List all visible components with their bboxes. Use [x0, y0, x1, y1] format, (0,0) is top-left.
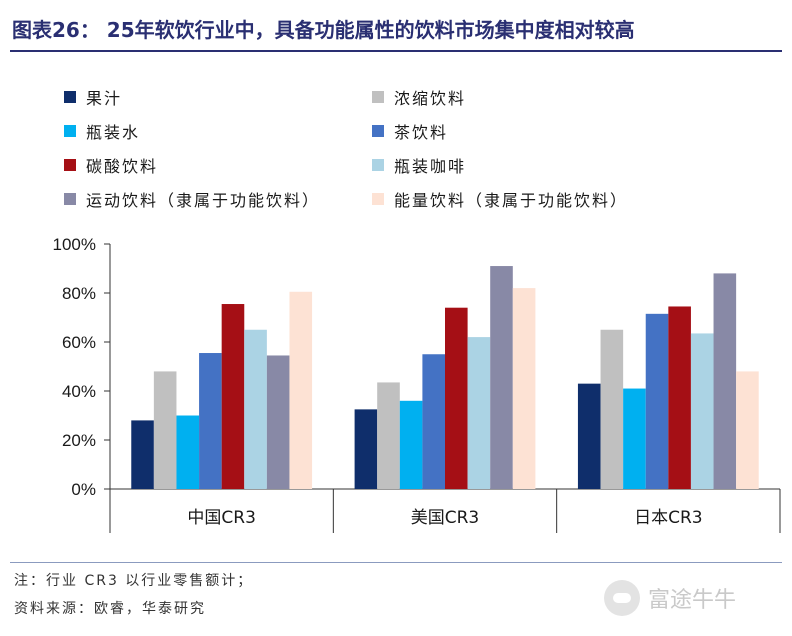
- bar: [467, 337, 491, 489]
- legend-label: 能量饮料（隶属于功能饮料）: [394, 191, 629, 210]
- y-tick-label: 20%: [62, 431, 96, 450]
- watermark: 富途牛牛: [604, 580, 736, 616]
- bar: [289, 291, 313, 489]
- footer-note: 注：行业 CR3 以行业零售额计；: [14, 573, 254, 589]
- footer-source: 资料来源：欧睿，华泰研究: [14, 601, 206, 617]
- y-tick-label: 0%: [71, 480, 96, 499]
- bar: [668, 306, 691, 489]
- x-category-label: 美国CR3: [411, 508, 480, 528]
- legend-item: 瓶装水: [64, 120, 140, 142]
- legend-swatch: [372, 193, 384, 205]
- legend-swatch: [372, 91, 384, 103]
- bar: [736, 371, 759, 489]
- legend-item: 茶饮料: [372, 120, 448, 142]
- watermark-logo-icon: [604, 580, 640, 616]
- legend-swatch: [64, 125, 76, 137]
- bar-chart: 0% 20% 40% 60% 80% 100% 中国CR3 美国CR3 日本CR3: [53, 235, 781, 533]
- watermark-text: 富途牛牛: [648, 588, 737, 613]
- legend-label: 浓缩饮料: [394, 89, 467, 108]
- legend-label: 果汁: [86, 89, 123, 108]
- bar: [600, 329, 624, 489]
- y-tick-label: 40%: [62, 382, 96, 401]
- chart-title: 图表26： 25年软饮行业中，具备功能属性的饮料市场集中度相对较高: [12, 18, 635, 42]
- legend-swatch: [64, 159, 76, 171]
- bar: [577, 383, 601, 489]
- bar: [176, 415, 200, 489]
- legend-item: 浓缩饮料: [372, 86, 466, 108]
- bar: [422, 354, 445, 489]
- legend-label: 茶饮料: [394, 123, 449, 142]
- bar: [131, 420, 154, 489]
- bar: [512, 288, 536, 489]
- legend-swatch: [372, 125, 384, 137]
- legend-item: 运动饮料（隶属于功能饮料）: [64, 188, 320, 210]
- bar: [645, 313, 669, 489]
- bar: [445, 307, 468, 489]
- footer-divider: [10, 562, 782, 563]
- bar: [399, 400, 423, 489]
- legend-swatch: [64, 91, 76, 103]
- title-divider: [10, 50, 782, 52]
- bar: [266, 355, 290, 489]
- bar: [221, 304, 245, 489]
- y-tick-label: 80%: [62, 284, 96, 303]
- bar: [623, 388, 646, 489]
- bar: [153, 371, 177, 489]
- x-category-label: 中国CR3: [187, 508, 256, 528]
- legend-swatch: [372, 159, 384, 171]
- legend-item: 果汁: [64, 86, 122, 108]
- x-category-label: 日本CR3: [634, 508, 703, 528]
- bar: [244, 329, 267, 489]
- bar: [490, 266, 513, 489]
- legend-label: 碳酸饮料: [86, 157, 159, 176]
- legend-label: 运动饮料（隶属于功能饮料）: [86, 191, 321, 210]
- y-tick-label: 100%: [53, 235, 96, 254]
- legend-swatch: [64, 193, 76, 205]
- bar: [199, 353, 222, 489]
- bar: [690, 333, 714, 489]
- bar: [377, 382, 400, 489]
- legend-item: 瓶装咖啡: [372, 154, 466, 176]
- legend-item: 碳酸饮料: [64, 154, 158, 176]
- legend-label: 瓶装咖啡: [394, 157, 467, 176]
- bar: [354, 409, 378, 489]
- legend-item: 能量饮料（隶属于功能饮料）: [372, 188, 628, 210]
- y-tick-label: 60%: [62, 333, 96, 352]
- legend-label: 瓶装水: [86, 123, 141, 142]
- bar: [713, 273, 737, 489]
